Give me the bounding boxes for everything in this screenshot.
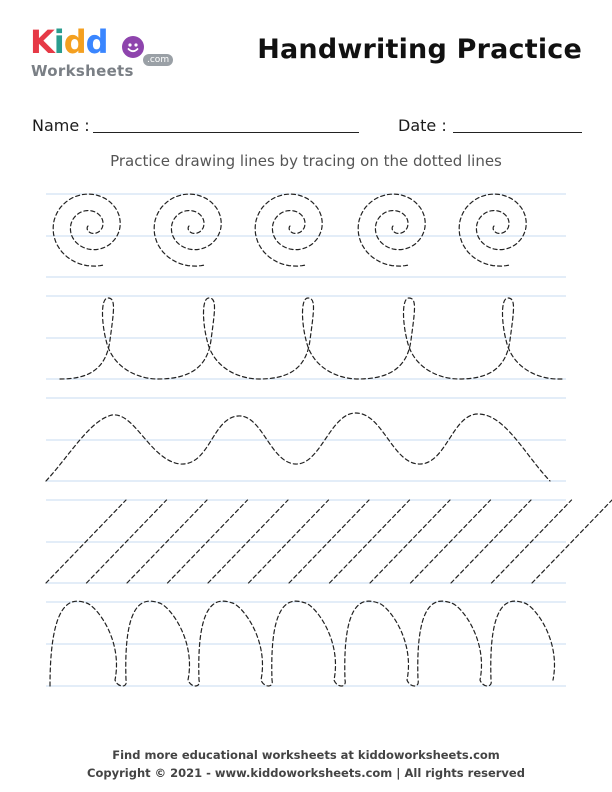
date-label: Date :: [398, 116, 447, 135]
logo-domain-tag: .com: [143, 54, 174, 66]
spiral-trace: [52, 193, 121, 267]
diagonal-trace: [166, 499, 249, 584]
diagonal-trace: [369, 499, 451, 584]
diagonal-trace: [450, 499, 532, 584]
wave-trace: [45, 412, 551, 482]
arch-trace: [49, 600, 556, 687]
diagonal-trace: [328, 499, 411, 584]
name-label: Name :: [32, 116, 90, 135]
date-field-line[interactable]: [453, 132, 582, 133]
logo-letter: K: [30, 23, 55, 61]
kiddo-worksheets-logo: Kidd .com Worksheets: [30, 26, 175, 88]
smiley-icon: [122, 36, 144, 58]
diagonal-trace: [247, 499, 330, 584]
spiral-trace: [254, 193, 323, 267]
footer-promo: Find more educational worksheets at kidd…: [112, 748, 500, 762]
logo-wordmark: Kidd: [30, 23, 109, 61]
diagonal-trace: [409, 499, 492, 584]
page-title: Handwriting Practice: [257, 34, 582, 65]
diagonal-trace: [45, 499, 127, 584]
spiral-trace: [357, 193, 426, 267]
logo-letter: d: [85, 23, 109, 61]
name-field-line[interactable]: [93, 132, 359, 133]
instruction-text: Practice drawing lines by tracing on the…: [110, 152, 502, 170]
diagonal-trace: [531, 499, 612, 584]
logo-letter: i: [53, 23, 65, 61]
diagonal-trace: [490, 499, 573, 584]
footer-copyright: Copyright © 2021 - www.kiddoworksheets.c…: [87, 766, 525, 780]
loop-trace: [59, 297, 563, 380]
spiral-trace: [458, 193, 527, 267]
logo-subtitle: Worksheets: [31, 62, 134, 80]
diagonal-trace: [85, 499, 168, 584]
diagonal-trace: [126, 499, 208, 584]
diagonal-trace: [207, 499, 289, 584]
logo-letter: d: [63, 23, 87, 61]
spiral-trace: [153, 193, 222, 267]
diagonal-trace: [288, 499, 370, 584]
